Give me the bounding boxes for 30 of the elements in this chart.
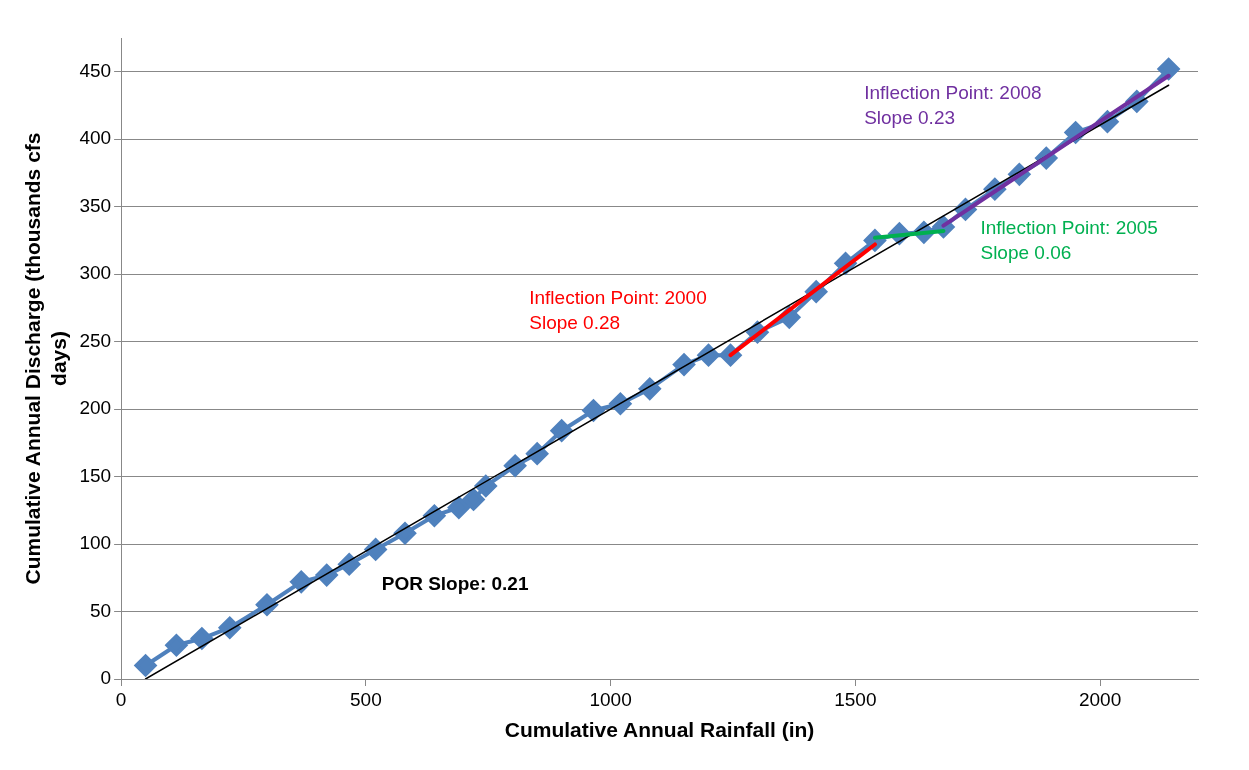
point	[190, 627, 213, 650]
y-tick-label: 300	[79, 262, 112, 284]
y-tick-label: 50	[89, 599, 112, 621]
y-tick-label: 150	[79, 464, 112, 486]
point	[165, 634, 188, 657]
y-axis-title: Cumulative Annual Discharge (thousands cfs days)	[21, 132, 70, 585]
x-tick-label: 500	[350, 688, 382, 710]
x-tick-label: 1500	[834, 688, 877, 710]
point	[134, 654, 157, 677]
y-tick-label: 350	[79, 194, 112, 216]
point	[447, 496, 470, 519]
y-tick-label: 400	[79, 127, 112, 149]
annotation: POR Slope: 0.21	[381, 573, 529, 595]
point	[290, 570, 313, 593]
point	[1157, 58, 1180, 81]
x-tick-label: 0	[115, 688, 127, 710]
annotation: Inflection Point: 2000 Slope 0.28	[529, 286, 707, 333]
point	[582, 399, 605, 422]
x-tick-label: 1000	[589, 688, 632, 710]
point	[550, 419, 573, 442]
y-tick-label: 0	[100, 667, 112, 689]
annotation: Inflection Point: 2008 Slope 0.23	[864, 82, 1042, 129]
annotation: Inflection Point: 2005 Slope 0.06	[980, 216, 1158, 263]
point	[462, 488, 485, 511]
y-tick-label: 250	[79, 329, 112, 351]
x-axis-title: Cumulative Annual Rainfall (in)	[504, 718, 815, 742]
y-tick-label: 100	[79, 532, 112, 554]
x-tick-label: 2000	[1078, 688, 1122, 710]
y-tick-label: 450	[79, 59, 112, 81]
y-tick-label: 200	[79, 397, 112, 419]
